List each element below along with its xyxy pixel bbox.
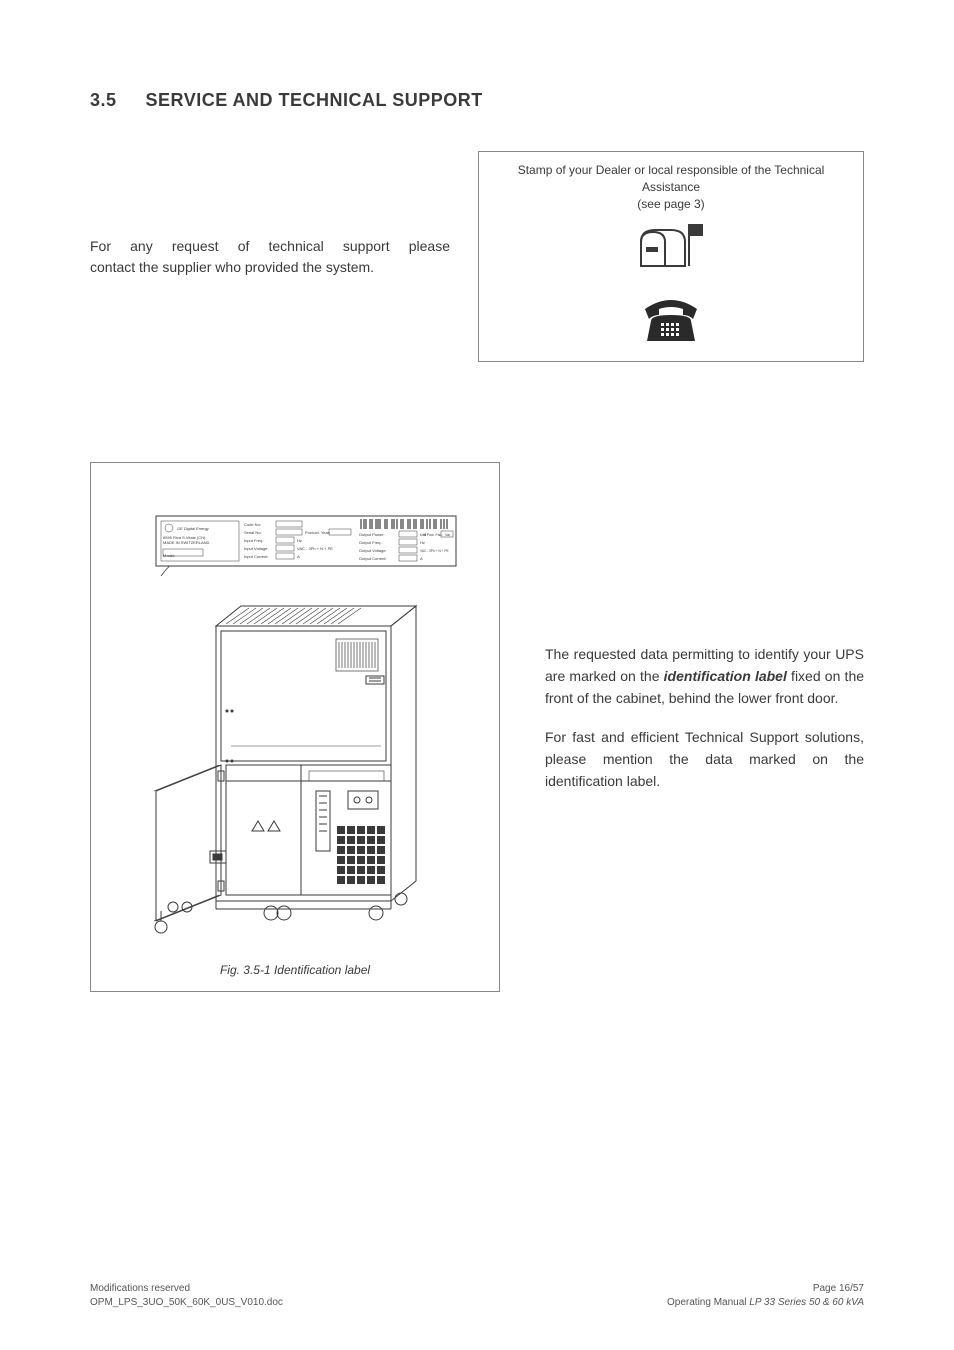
intro-line1: For any request of technical support ple… <box>90 236 450 257</box>
svg-text:Input Voltage:: Input Voltage: <box>244 546 268 551</box>
svg-text:Input Freq.:: Input Freq.: <box>244 538 264 543</box>
svg-text:Serial No:: Serial No: <box>244 530 262 535</box>
description-para1: The requested data permitting to identif… <box>545 644 864 709</box>
svg-text:Output Freq.:: Output Freq.: <box>359 540 383 545</box>
figure-caption: Fig. 3.5-1 Identification label <box>101 963 489 977</box>
stamp-line2: (see page 3) <box>489 196 853 213</box>
svg-text:Model:: Model: <box>163 553 175 558</box>
svg-text:Output Voltage:: Output Voltage: <box>359 548 387 553</box>
svg-text:Hz: Hz <box>297 538 302 543</box>
footer-modifications: Modifications reserved <box>90 1282 283 1296</box>
footer-left: Modifications reserved OPM_LPS_3UO_50K_6… <box>90 1282 283 1310</box>
intro-row: For any request of technical support ple… <box>90 151 864 362</box>
ups-cabinet-diagram: GE Digital Energy 6595 Riva S.Vitale (CH… <box>101 481 481 951</box>
svg-text:GE Digital Energy: GE Digital Energy <box>177 526 210 531</box>
svg-text:Var: Var <box>445 533 451 537</box>
section-heading: 3.5 SERVICE AND TECHNICAL SUPPORT <box>90 90 864 111</box>
footer-right: Page 16/57 Operating Manual LP 33 Series… <box>667 1282 864 1310</box>
svg-text:Hz: Hz <box>420 540 425 545</box>
svg-text:VAC - 3Ph + N + PE: VAC - 3Ph + N + PE <box>297 546 333 551</box>
dealer-stamp-box: Stamp of your Dealer or local responsibl… <box>478 151 864 362</box>
intro-line2: contact the supplier who provided the sy… <box>90 257 450 278</box>
description-para2: For fast and efficient Technical Support… <box>545 727 864 792</box>
heading-title: SERVICE AND TECHNICAL SUPPORT <box>146 90 483 110</box>
svg-text:Output Current:: Output Current: <box>359 556 387 561</box>
page-footer: Modifications reserved OPM_LPS_3UO_50K_6… <box>90 1282 864 1310</box>
figure-row: GE Digital Energy 6595 Riva S.Vitale (CH… <box>90 462 864 992</box>
heading-number: 3.5 <box>90 90 140 111</box>
svg-text:Code No:: Code No: <box>244 522 261 527</box>
description-text: The requested data permitting to identif… <box>545 644 864 810</box>
stamp-line1: Stamp of your Dealer or local responsibl… <box>489 162 853 196</box>
mailbox-icon <box>631 222 711 277</box>
svg-text:MADE IN SWITZERLAND: MADE IN SWITZERLAND <box>163 540 210 545</box>
svg-text:Product. Year:: Product. Year: <box>305 530 330 535</box>
stamp-icons <box>489 222 853 345</box>
telephone-icon <box>639 295 703 345</box>
footer-manual: Operating Manual LP 33 Series 50 & 60 kV… <box>667 1296 864 1310</box>
svg-text:Output Power:: Output Power: <box>359 532 385 537</box>
svg-text:of Pow. Fac.:: of Pow. Fac.: <box>423 533 443 537</box>
intro-text: For any request of technical support ple… <box>90 236 450 278</box>
svg-text:Input Current:: Input Current: <box>244 554 268 559</box>
figure-box: GE Digital Energy 6595 Riva S.Vitale (CH… <box>90 462 500 992</box>
svg-text:VAC - 3Ph + N + PE: VAC - 3Ph + N + PE <box>420 549 449 553</box>
svg-text:A: A <box>297 554 300 559</box>
footer-page: Page 16/57 <box>667 1282 864 1296</box>
svg-text:A: A <box>420 556 423 561</box>
footer-filename: OPM_LPS_3UO_50K_60K_0US_V010.doc <box>90 1296 283 1310</box>
